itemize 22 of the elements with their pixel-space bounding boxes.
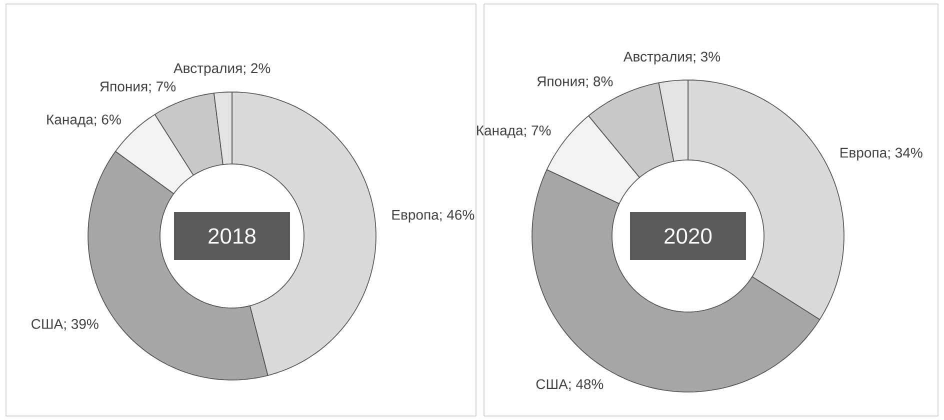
data-label: ; 34% (888, 148, 922, 160)
data-label: ; 8% (586, 76, 613, 88)
data-label: ; 2% (244, 63, 270, 75)
data-label: ; 7% (524, 126, 551, 138)
data-label: ; 7% (149, 82, 176, 94)
slice-label: Япония (100, 82, 148, 92)
text: 2018 (208, 228, 256, 244)
data-label: ; 39% (64, 319, 98, 331)
slice-label: США (32, 319, 64, 329)
data-label: ; 48% (569, 379, 604, 391)
data-label: ; 3% (694, 52, 720, 64)
slice-label: Австралия (623, 52, 692, 64)
slice-label: Австралия (174, 63, 242, 76)
slice-label: Канада (477, 126, 524, 138)
data-label: ; 6% (94, 114, 121, 126)
slice-label: Европа (840, 148, 888, 160)
text: 2020 (664, 228, 712, 244)
slice-label: Европа (392, 210, 439, 223)
slice-label: Япония (537, 76, 584, 86)
data-label: ; 46% (440, 210, 474, 222)
slice-label: США (536, 379, 568, 390)
slice-label: Канада (47, 114, 94, 128)
